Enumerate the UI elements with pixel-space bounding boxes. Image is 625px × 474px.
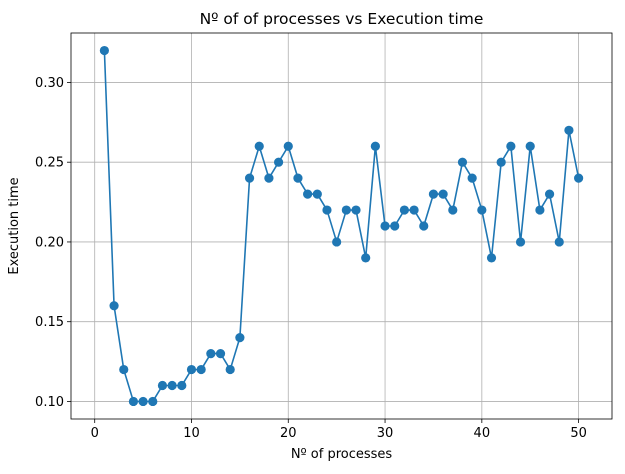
x-tick-label: 20 xyxy=(280,426,297,441)
data-point xyxy=(525,141,535,151)
y-tick-label: 0.20 xyxy=(35,235,64,250)
data-point xyxy=(506,141,516,151)
data-point xyxy=(109,301,119,311)
data-point xyxy=(457,157,468,167)
plot-frame xyxy=(70,32,613,420)
data-point xyxy=(128,396,139,407)
data-point xyxy=(515,237,526,247)
data-point xyxy=(486,253,497,263)
axis-ticks: 0 10 20 30 40 50 0.10 0.15 0.20 0.25 0.30 xyxy=(35,76,587,441)
data-point xyxy=(244,173,255,183)
data-point xyxy=(544,189,555,199)
x-tick-label: 0 xyxy=(91,426,99,441)
x-tick-label: 40 xyxy=(474,426,491,441)
data-point xyxy=(554,237,564,247)
x-tick-label: 50 xyxy=(570,426,587,441)
data-point xyxy=(215,349,226,359)
chart-title: Nº of of processes vs Execution time xyxy=(200,10,484,28)
data-point xyxy=(574,173,584,183)
data-point xyxy=(196,364,206,375)
data-point xyxy=(467,173,477,183)
data-point xyxy=(235,333,245,343)
x-tick-label: 10 xyxy=(183,426,200,441)
data-point xyxy=(99,45,109,56)
data-series xyxy=(99,45,584,407)
data-point xyxy=(167,380,177,391)
data-point xyxy=(535,205,545,215)
data-point xyxy=(428,189,439,199)
data-point xyxy=(438,189,448,199)
data-point xyxy=(206,349,216,359)
x-axis-label: Nº of processes xyxy=(291,447,393,462)
data-point xyxy=(254,141,264,151)
data-point xyxy=(399,205,410,215)
data-point xyxy=(477,205,487,215)
data-point xyxy=(322,205,332,215)
y-tick-label: 0.25 xyxy=(35,156,64,171)
data-point xyxy=(157,380,168,391)
data-point xyxy=(138,396,148,407)
data-point xyxy=(264,173,274,183)
data-point xyxy=(273,157,284,167)
data-point xyxy=(303,189,313,199)
data-point xyxy=(390,221,400,231)
data-point xyxy=(419,221,429,231)
data-point xyxy=(380,221,390,231)
data-point xyxy=(177,380,187,391)
data-point xyxy=(448,205,458,215)
data-point xyxy=(341,205,351,215)
data-point xyxy=(293,173,303,183)
data-point xyxy=(409,205,419,215)
data-point xyxy=(370,141,380,151)
y-tick-label: 0.30 xyxy=(35,76,64,91)
data-point xyxy=(283,141,293,151)
y-axis-label: Execution time xyxy=(7,177,22,274)
data-point xyxy=(351,205,361,215)
y-tick-label: 0.10 xyxy=(35,395,64,410)
data-point xyxy=(148,396,158,407)
data-point xyxy=(496,157,506,167)
data-point xyxy=(186,364,197,375)
data-point xyxy=(312,189,322,199)
x-tick-label: 30 xyxy=(377,426,394,441)
y-tick-label: 0.15 xyxy=(35,315,64,330)
grid xyxy=(71,33,612,419)
data-point xyxy=(332,237,342,247)
data-point xyxy=(564,125,574,135)
data-point xyxy=(119,364,129,375)
data-point xyxy=(361,253,371,263)
data-point xyxy=(225,364,235,375)
